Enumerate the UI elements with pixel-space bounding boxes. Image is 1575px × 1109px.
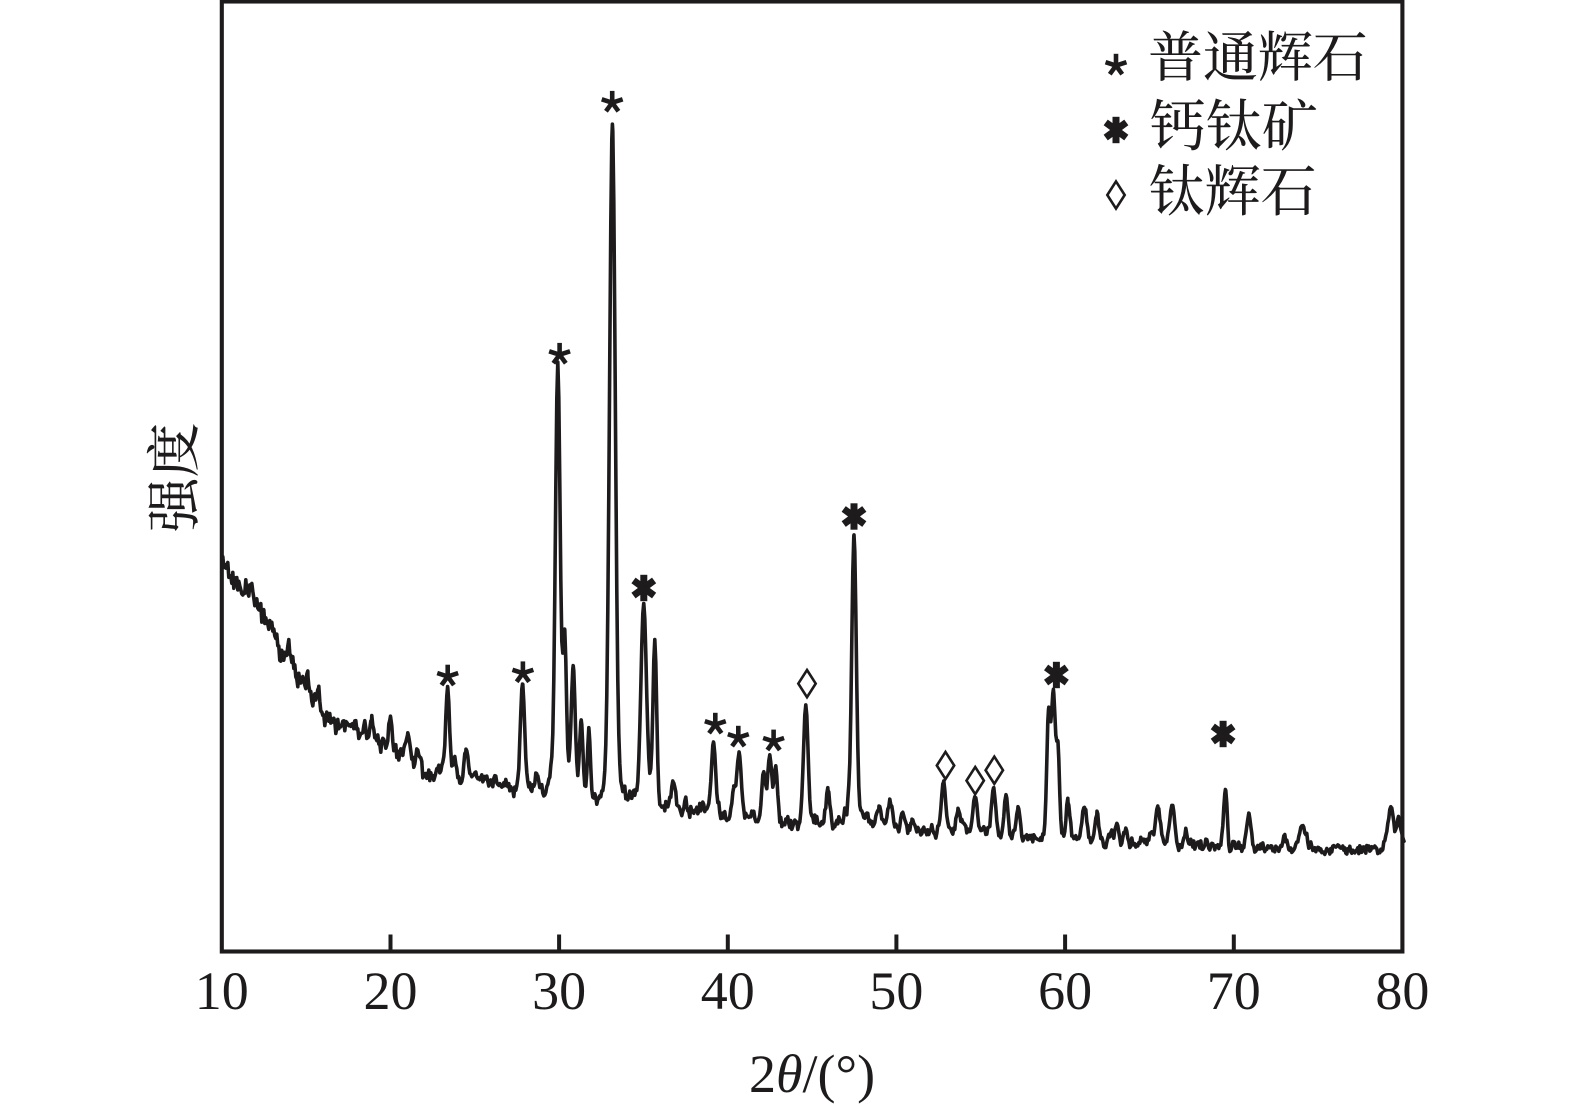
svg-text:60: 60 bbox=[1038, 961, 1092, 1021]
svg-text:30: 30 bbox=[532, 961, 586, 1021]
svg-text:50: 50 bbox=[869, 961, 923, 1021]
svg-text:40: 40 bbox=[701, 961, 755, 1021]
svg-text:2θ/(°): 2θ/(°) bbox=[749, 1044, 875, 1104]
svg-text:10: 10 bbox=[195, 961, 249, 1021]
svg-text:70: 70 bbox=[1207, 961, 1261, 1021]
svg-text:20: 20 bbox=[364, 961, 418, 1021]
svg-text:80: 80 bbox=[1375, 961, 1429, 1021]
